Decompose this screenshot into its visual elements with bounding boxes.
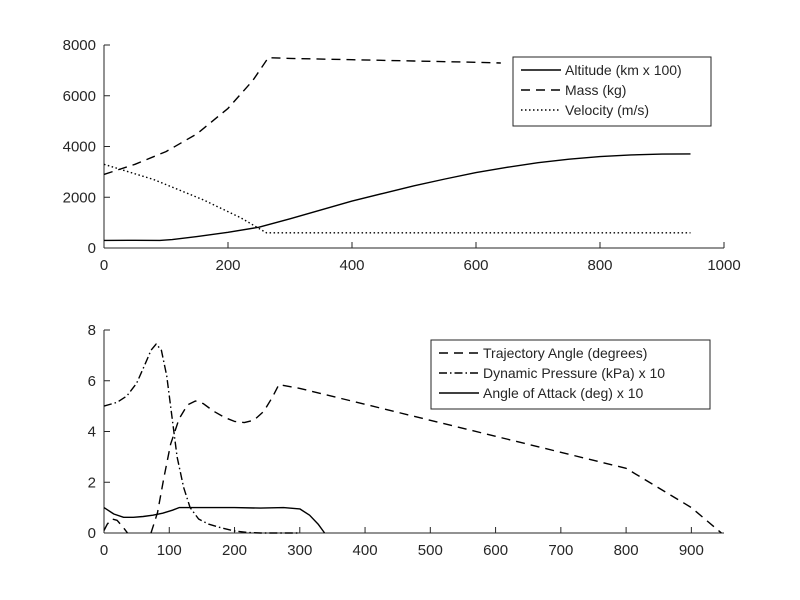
series-line-0 [103,153,691,242]
legend-label-0: Altitude (km x 100) [565,62,682,78]
y-tick-label: 8000 [63,37,96,54]
x-tick-label: 100 [157,542,182,559]
x-tick-label: 800 [614,542,639,559]
series-line-0 [150,383,722,534]
x-tick-label: 500 [418,542,443,559]
y-tick-label: 0 [88,525,96,542]
y-tick-label: 4000 [63,139,96,156]
series-line-0 [103,518,129,534]
legend-label-1: Mass (kg) [565,82,626,98]
x-tick-label: 700 [548,542,573,559]
series-line-2 [103,506,326,534]
x-tick-label: 300 [287,542,312,559]
y-tick-label: 2000 [63,189,96,206]
series-line-2 [103,163,691,234]
legend-label-2: Angle of Attack (deg) x 10 [483,385,644,401]
legend: Trajectory Angle (degrees) Dynamic Pressu… [430,339,711,410]
y-tick-label: 6000 [63,88,96,105]
series-line-1 [103,343,300,534]
x-tick-label: 800 [587,257,612,274]
x-tick-label: 600 [463,257,488,274]
series-line-1 [103,57,501,176]
x-tick-label: 200 [222,542,247,559]
legend-label-0: Trajectory Angle (degrees) [483,345,647,361]
x-tick-label: 400 [339,257,364,274]
y-tick-label: 8 [88,322,96,339]
x-tick-label: 200 [215,257,240,274]
y-tick-label: 2 [88,474,96,491]
x-tick-label: 900 [679,542,704,559]
legend-box [430,339,711,410]
legend-label-2: Velocity (m/s) [565,102,649,118]
y-tick-label: 0 [88,240,96,257]
legend-box [512,56,712,127]
chart-top: 0 200 400 600 800 1000 0 2000 4000 6000 8000 Altitu… [63,37,741,274]
y-tick-label: 6 [88,373,96,390]
x-tick-label: 0 [100,542,108,559]
y-tick-label: 4 [88,424,96,441]
x-tick-label: 1000 [707,257,740,274]
legend-label-1: Dynamic Pressure (kPa) x 10 [483,365,665,381]
x-tick-label: 400 [353,542,378,559]
chart-bottom: 0 100 200 300 400 500 600 700 800 900 0 2 4 6 8 Traject… [88,322,724,559]
x-tick-label: 0 [100,257,108,274]
x-tick-label: 600 [483,542,508,559]
legend: Altitude (km x 100) Mass (kg) Velocity (m/… [512,56,712,127]
